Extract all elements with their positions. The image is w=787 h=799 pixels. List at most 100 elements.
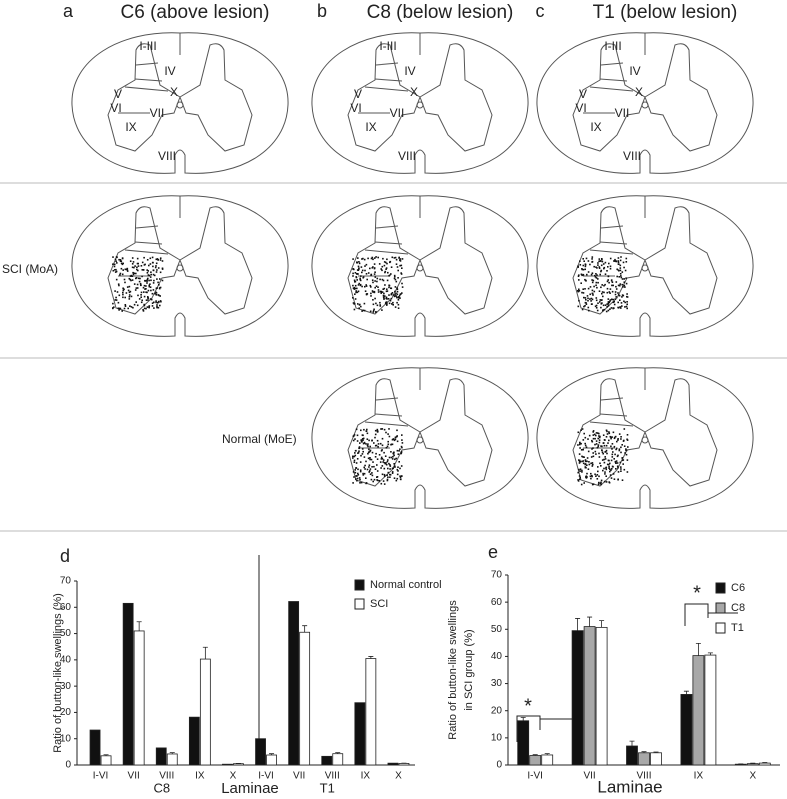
axon-swelling-dot <box>625 305 628 308</box>
panel-letter: e <box>488 542 498 562</box>
lamina-label: I-III <box>604 39 621 53</box>
axon-swelling-dot <box>357 273 359 275</box>
axon-swelling-dot <box>588 434 591 437</box>
bar <box>100 755 112 766</box>
axon-swelling-dot <box>113 263 116 266</box>
bar <box>758 762 771 766</box>
axon-swelling-dot <box>358 262 361 265</box>
axon-swelling-dot <box>624 301 626 304</box>
axon-swelling-dot <box>623 428 626 430</box>
lamina-label: IX <box>125 120 136 134</box>
axon-swelling-dot <box>370 295 372 297</box>
axon-swelling-dot <box>387 459 389 461</box>
axon-swelling-dot <box>581 274 583 277</box>
axon-swelling-dot <box>595 440 598 442</box>
axon-swelling-dot <box>145 299 148 301</box>
axon-swelling-dot <box>594 473 596 476</box>
axon-swelling-dot <box>127 289 130 292</box>
axon-swelling-dot <box>398 294 401 297</box>
axon-swelling-dot <box>617 292 619 294</box>
axon-swelling-dot <box>388 456 391 459</box>
axon-swelling-dot <box>401 258 404 260</box>
axon-swelling-dot <box>129 260 132 262</box>
axon-swelling-dot <box>149 298 152 300</box>
axon-swelling-dot <box>395 258 398 261</box>
axon-swelling-dot <box>152 289 155 291</box>
axon-swelling-dot <box>401 286 404 288</box>
axon-swelling-dot <box>625 453 628 456</box>
axon-swelling-dot <box>592 463 594 466</box>
axon-swelling-dot <box>617 261 620 263</box>
axon-swelling-dot <box>604 451 606 453</box>
axon-swelling-dot <box>577 479 579 481</box>
axon-swelling-dot <box>371 279 374 281</box>
axon-swelling-dot <box>591 260 594 263</box>
axon-swelling-dot <box>387 433 389 435</box>
axon-swelling-dot <box>587 306 590 309</box>
axon-swelling-dot <box>385 431 387 434</box>
axon-swelling-dot <box>586 472 588 475</box>
lamina-label: VI <box>110 101 121 115</box>
axon-swelling-dot <box>608 481 611 484</box>
axon-swelling-dot <box>360 275 362 277</box>
axon-swelling-dot <box>607 301 610 303</box>
error-bar <box>575 618 581 631</box>
axon-swelling-dot <box>607 303 610 305</box>
axon-swelling-dot <box>581 428 584 430</box>
axon-swelling-dot <box>617 260 619 262</box>
axon-swelling-dot <box>587 271 590 273</box>
axon-swelling-dot <box>609 267 612 270</box>
axon-swelling-dot <box>594 450 597 453</box>
axon-swelling-dot <box>141 275 143 278</box>
axon-swelling-dot <box>590 462 592 465</box>
y-tick-label: 10 <box>60 733 72 744</box>
axon-swelling-dot <box>600 270 602 273</box>
axon-swelling-dot <box>620 276 623 279</box>
axon-swelling-dot <box>369 445 371 448</box>
axon-swelling-dot <box>606 287 609 290</box>
spinal-cord-section <box>311 32 529 174</box>
axon-swelling-dot <box>618 269 620 272</box>
axon-swelling-dot <box>148 284 150 287</box>
axon-swelling-dot <box>357 468 359 471</box>
axon-swelling-dot <box>579 470 581 472</box>
axon-swelling-dot <box>146 272 149 274</box>
axon-swelling-dot <box>126 267 129 270</box>
axon-swelling-dot <box>148 306 150 309</box>
axon-swelling-dot <box>394 294 396 296</box>
axon-swelling-dot <box>602 442 605 444</box>
axon-swelling-dot <box>159 259 162 261</box>
axon-swelling-dot <box>610 437 612 440</box>
axon-swelling-dot <box>155 271 158 273</box>
error-bar <box>750 762 756 764</box>
lamina-label: X <box>170 85 178 99</box>
axon-swelling-dot <box>121 273 124 276</box>
significance-bracket <box>516 715 578 742</box>
error-bar <box>269 753 275 756</box>
axon-swelling-dot <box>592 452 594 454</box>
axon-swelling-dot <box>120 267 123 270</box>
axon-swelling-dot <box>156 278 158 280</box>
axon-swelling-dot <box>620 446 622 449</box>
axon-swelling-dot <box>356 273 358 275</box>
panel-letter: c <box>536 1 545 21</box>
axon-swelling-dot <box>354 469 356 471</box>
axon-swelling-dot <box>357 303 359 305</box>
axon-swelling-dot <box>137 265 140 267</box>
significance-star: * <box>693 582 701 604</box>
axon-swelling-dot <box>153 279 155 282</box>
axon-swelling-dot <box>143 295 146 298</box>
axon-swelling-dot <box>154 266 157 269</box>
axon-swelling-dot <box>597 483 600 486</box>
group-label: C8 <box>153 780 170 795</box>
legend-label: T1 <box>731 622 744 634</box>
axon-swelling-dot <box>153 307 155 309</box>
axon-swelling-dot <box>621 444 623 446</box>
axon-swelling-dot <box>584 278 586 281</box>
axon-swelling-dot <box>588 463 591 466</box>
axon-swelling-dot <box>144 288 146 290</box>
axon-swelling-dot <box>594 274 596 277</box>
axon-swelling-dot <box>143 291 145 293</box>
axon-swelling-dot <box>587 287 590 290</box>
